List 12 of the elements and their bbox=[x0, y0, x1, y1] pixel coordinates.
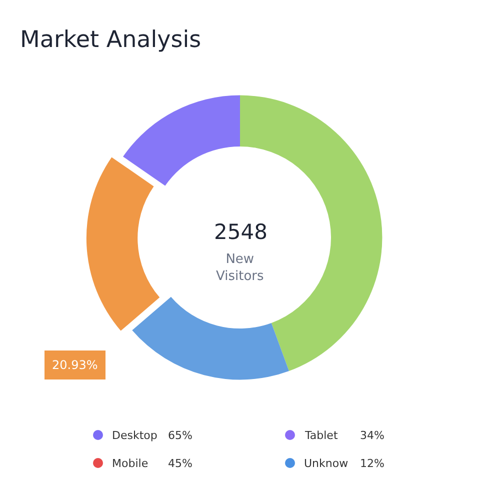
text: 65% bbox=[168, 429, 192, 442]
category-label: Tablet bbox=[304, 429, 338, 442]
chart-title: Market Analysis bbox=[20, 27, 202, 53]
text: 2548 bbox=[214, 220, 268, 244]
category-label: Desktop bbox=[112, 429, 158, 442]
data-label: 20.93% bbox=[52, 358, 98, 372]
category-label: Unknow bbox=[304, 457, 348, 470]
text: 45% bbox=[168, 457, 192, 470]
text: New Visitors bbox=[216, 252, 264, 284]
text: 12% bbox=[360, 457, 384, 470]
text: 34% bbox=[360, 429, 384, 442]
category-label: Mobile bbox=[112, 457, 148, 470]
